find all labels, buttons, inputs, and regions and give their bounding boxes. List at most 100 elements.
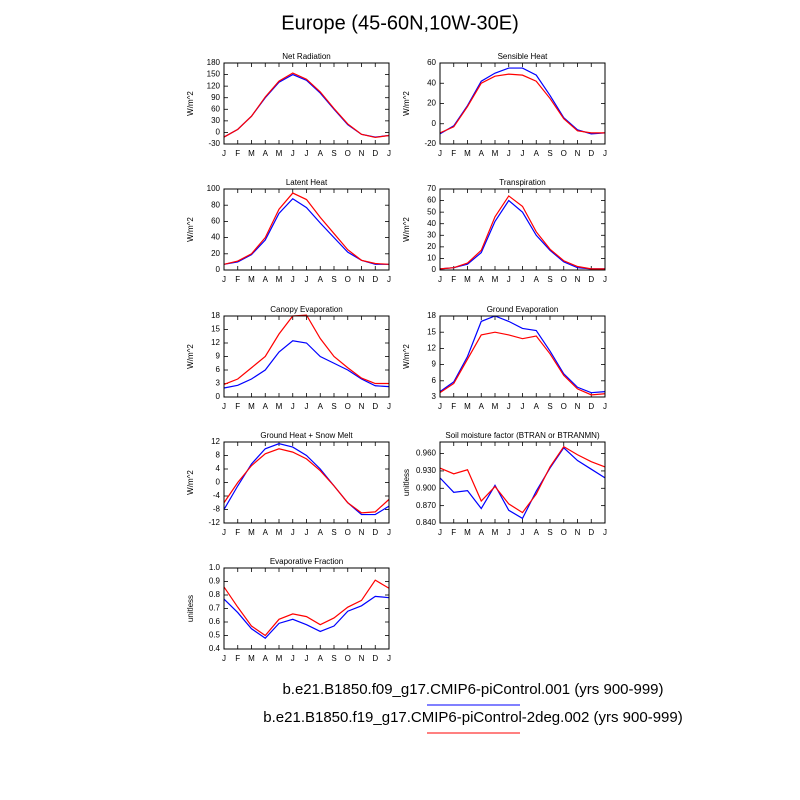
x-tick-label: N (359, 528, 365, 537)
x-tick-label: M (276, 402, 283, 411)
x-tick-label: J (305, 275, 309, 284)
x-tick-label: F (235, 654, 240, 663)
x-tick-label: O (561, 528, 567, 537)
y-tick-label: 0 (216, 392, 221, 401)
y-tick-label: 40 (427, 78, 436, 87)
x-tick-label: J (438, 528, 442, 537)
y-tick-label: 60 (427, 58, 436, 67)
x-tick-label: S (331, 275, 336, 284)
panel-title: Net Radiation (282, 52, 330, 61)
y-tick-label: 0.930 (416, 466, 437, 475)
y-axis-label: W/m^2 (402, 91, 411, 116)
y-tick-label: 9 (216, 352, 221, 361)
x-tick-label: J (603, 528, 607, 537)
x-tick-label: A (534, 402, 540, 411)
y-tick-label: -12 (208, 518, 220, 527)
y-tick-label: 9 (432, 360, 437, 369)
x-tick-label: J (387, 275, 391, 284)
x-tick-label: M (464, 149, 471, 158)
x-tick-label: A (318, 149, 324, 158)
series-line (223, 340, 390, 389)
x-tick-label: J (387, 654, 391, 663)
plot-frame (223, 62, 390, 145)
x-tick-label: M (464, 275, 471, 284)
x-tick-label: S (331, 402, 336, 411)
x-tick-label: J (387, 402, 391, 411)
y-tick-label: 12 (211, 338, 220, 347)
x-tick-label: F (451, 149, 456, 158)
x-tick-label: O (561, 275, 567, 284)
x-tick-label: F (235, 528, 240, 537)
x-tick-label: D (588, 402, 594, 411)
x-tick-label: D (588, 275, 594, 284)
x-tick-label: N (575, 528, 581, 537)
plot-frame (439, 315, 606, 398)
y-tick-label: 180 (207, 58, 221, 67)
y-tick-label: 40 (211, 233, 220, 242)
series-line (439, 446, 606, 520)
x-tick-label: A (263, 149, 269, 158)
series-line (439, 67, 606, 135)
x-tick-label: F (235, 149, 240, 158)
panel-title: Evaporative Fraction (270, 557, 343, 566)
legend-label: b.e21.B1850.f19_g17.CMIP6-piControl-2deg… (263, 709, 682, 726)
series-line (223, 314, 389, 385)
x-tick-label: M (492, 149, 499, 158)
x-tick-label: F (235, 402, 240, 411)
x-tick-label: A (263, 275, 269, 284)
x-tick-label: M (276, 528, 283, 537)
x-tick-label: A (318, 528, 324, 537)
x-tick-label: N (575, 149, 581, 158)
y-tick-label: 60 (211, 217, 220, 226)
x-tick-label: A (318, 654, 324, 663)
y-tick-label: 30 (211, 116, 220, 125)
plot-frame (223, 315, 390, 398)
x-tick-label: J (507, 149, 511, 158)
x-tick-label: A (479, 402, 485, 411)
x-tick-label: J (291, 275, 295, 284)
y-axis-label: unitless (402, 469, 411, 496)
x-tick-label: M (248, 149, 255, 158)
x-tick-label: N (359, 275, 365, 284)
x-tick-label: J (507, 528, 511, 537)
series-line (223, 448, 390, 514)
x-tick-label: A (479, 528, 485, 537)
y-tick-label: 3 (216, 379, 221, 388)
x-tick-label: M (464, 402, 471, 411)
y-tick-label: 0 (432, 119, 437, 128)
series-line (223, 443, 390, 516)
x-tick-label: O (561, 149, 567, 158)
y-tick-label: 0.870 (416, 501, 437, 510)
y-tick-label: 18 (427, 311, 436, 320)
x-tick-label: J (291, 402, 295, 411)
figure-title: Europe (45-60N,10W-30E) (281, 12, 519, 34)
x-tick-label: J (387, 528, 391, 537)
y-tick-label: 4 (216, 464, 221, 473)
series-line (223, 595, 390, 639)
x-tick-label: M (276, 275, 283, 284)
series-line (439, 195, 605, 270)
x-tick-label: O (345, 528, 351, 537)
y-tick-label: 12 (211, 437, 220, 446)
series-line (439, 315, 606, 394)
x-tick-label: S (331, 528, 336, 537)
plot-frame (439, 441, 606, 524)
x-tick-label: O (345, 149, 351, 158)
x-tick-label: J (305, 654, 309, 663)
x-tick-label: D (372, 654, 378, 663)
y-tick-label: 0 (432, 265, 437, 274)
x-tick-label: S (547, 149, 552, 158)
x-tick-label: F (451, 402, 456, 411)
y-tick-label: 0.7 (209, 604, 221, 613)
x-tick-label: F (235, 275, 240, 284)
y-tick-label: -8 (213, 505, 221, 514)
x-tick-label: D (372, 275, 378, 284)
x-tick-label: A (534, 275, 540, 284)
x-tick-label: M (492, 528, 499, 537)
series-line (223, 579, 390, 637)
x-tick-label: A (318, 402, 324, 411)
x-tick-label: F (451, 528, 456, 537)
series-line (223, 197, 389, 265)
x-tick-label: N (575, 275, 581, 284)
y-axis-label: W/m^2 (186, 344, 195, 369)
